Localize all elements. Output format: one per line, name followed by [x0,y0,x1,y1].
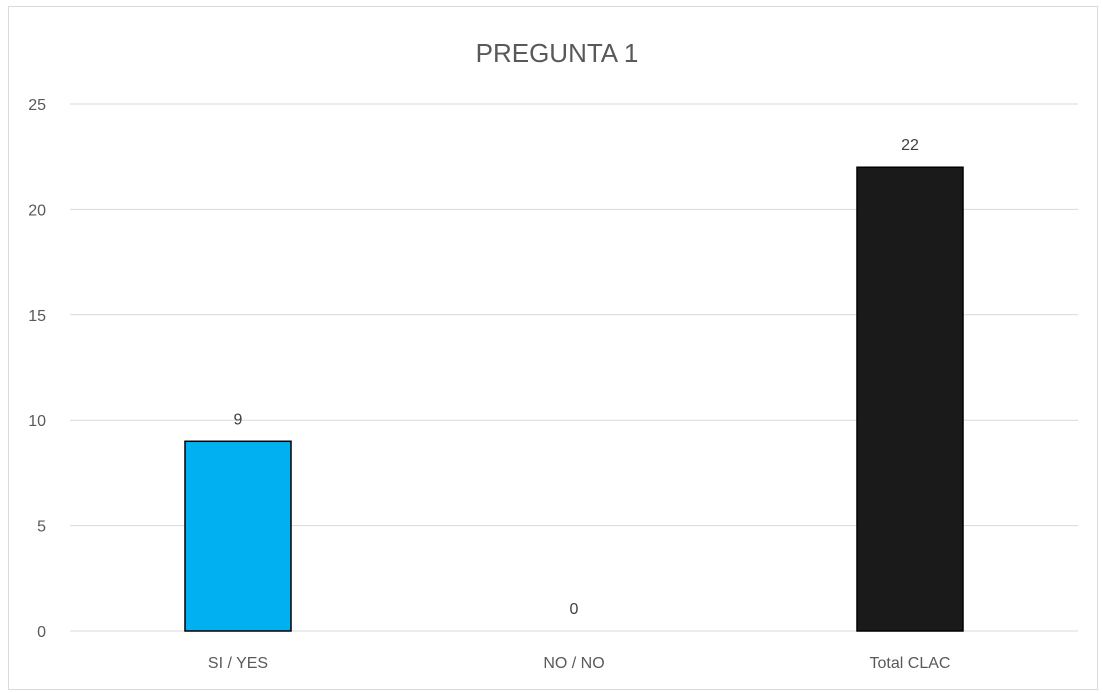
y-tick-label: 0 [37,624,46,641]
y-axis-ticks: 0 5 10 15 20 25 [28,97,46,641]
y-tick-label: 15 [28,308,46,325]
y-tick-label: 10 [28,413,46,430]
x-axis-ticks: SI / YES NO / NO Total CLAC [208,655,951,672]
x-tick-label: NO / NO [543,655,604,672]
x-tick-label: Total CLAC [870,655,951,672]
bar [856,166,964,632]
y-tick-label: 5 [37,519,46,536]
data-label: 9 [234,411,243,428]
x-tick-label: SI / YES [208,655,268,672]
bars [184,166,964,632]
chart-title: PREGUNTA 1 [476,38,639,68]
data-label: 22 [901,137,919,154]
data-label: 0 [570,601,579,618]
data-labels: 9 0 22 [234,137,919,618]
y-tick-label: 25 [28,97,46,114]
y-tick-label: 20 [28,202,46,219]
bar [184,440,292,632]
